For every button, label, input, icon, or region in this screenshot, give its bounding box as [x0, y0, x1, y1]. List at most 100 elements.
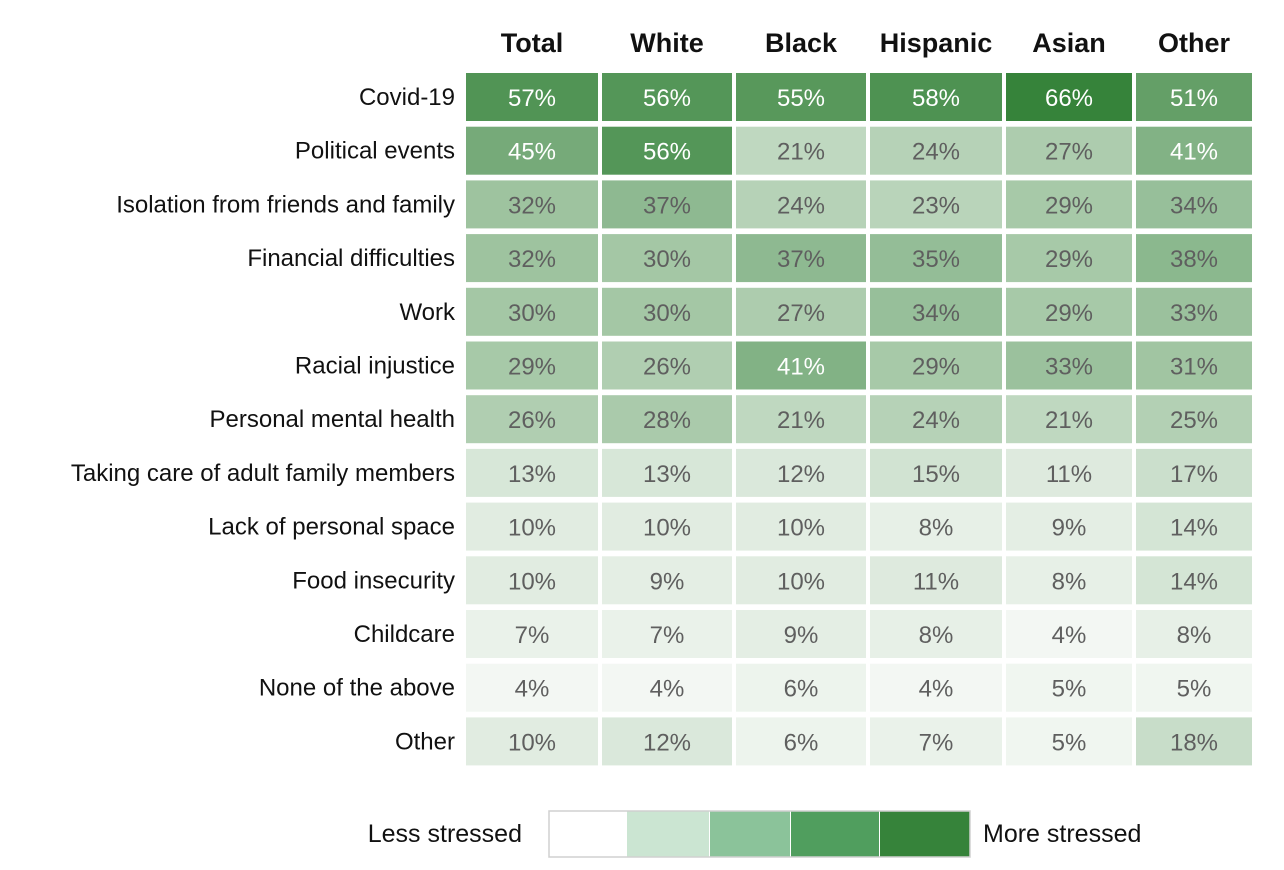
heatmap-cell: [602, 610, 732, 658]
row-label-childcare: Childcare: [354, 621, 455, 648]
heatmap-cell: [870, 556, 1002, 605]
heatmap-cell: [602, 448, 732, 497]
cell-value-label: 10%: [777, 515, 825, 542]
legend-swatch: [880, 811, 970, 857]
heatmap-cell: [736, 126, 866, 175]
heatmap-cell: [602, 341, 732, 390]
cell-value-label: 17%: [1170, 461, 1218, 488]
heatmap-cell: [1006, 556, 1132, 605]
column-header-white: White: [630, 28, 704, 58]
cell-value-label: 8%: [1052, 568, 1087, 595]
cell-value-label: 24%: [912, 139, 960, 166]
row-label-personal-mental-health: Personal mental health: [210, 406, 455, 433]
heatmap-cell: [1136, 287, 1252, 336]
legend-swatch: [791, 811, 879, 857]
heatmap-cell: [736, 502, 866, 551]
cell-value-label: 13%: [643, 461, 691, 488]
heatmap-cell: [870, 341, 1002, 390]
cell-value-label: 10%: [508, 515, 556, 542]
cell-value-label: 6%: [784, 729, 819, 756]
column-header-total: Total: [501, 28, 564, 58]
row-label-racial-injustice: Racial injustice: [295, 353, 455, 380]
heatmap-cell: [602, 234, 732, 283]
cell-value-label: 28%: [643, 407, 691, 434]
cell-value-label: 21%: [777, 407, 825, 434]
cell-value-label: 5%: [1052, 676, 1087, 703]
cell-value-label: 8%: [1177, 622, 1212, 649]
cell-value-label: 56%: [643, 85, 691, 112]
cell-value-label: 37%: [643, 192, 691, 219]
column-header-hispanic: Hispanic: [880, 28, 993, 58]
legend-high-label: More stressed: [983, 820, 1141, 848]
heatmap-cell: [1136, 556, 1252, 605]
heatmap-cell: [736, 448, 866, 497]
cell-value-label: 34%: [912, 300, 960, 327]
cell-value-label: 11%: [1046, 461, 1092, 488]
cell-value-label: 7%: [515, 622, 550, 649]
legend-border: [548, 810, 971, 858]
column-headers: Total White Black Hispanic Asian Other: [501, 28, 1231, 58]
cell-value-label: 30%: [643, 300, 691, 327]
cell-value-label: 37%: [777, 246, 825, 273]
heatmap-cell: [466, 73, 598, 121]
heatmap-cell: [602, 395, 732, 444]
row-label-lack-of-personal-space: Lack of personal space: [208, 514, 455, 541]
cell-value-label: 51%: [1170, 85, 1218, 112]
heatmap-cell: [736, 556, 866, 605]
heatmap-cell: [466, 556, 598, 605]
cell-value-label: 14%: [1170, 568, 1218, 595]
row-label-financial-difficulties: Financial difficulties: [247, 245, 455, 272]
row-label-political-events: Political events: [295, 138, 455, 165]
heatmap-cell: [1006, 341, 1132, 390]
legend-swatch: [549, 811, 626, 857]
row-label-other: Other: [395, 728, 455, 755]
cell-value-label: 10%: [508, 568, 556, 595]
cell-value-label: 25%: [1170, 407, 1218, 434]
heatmap-cell: [1006, 126, 1132, 175]
heatmap-cell: [466, 717, 598, 766]
cell-value-label: 32%: [508, 246, 556, 273]
cell-value-label: 56%: [643, 139, 691, 166]
cell-value-label: 57%: [508, 85, 556, 112]
heatmap-cell: [1006, 287, 1132, 336]
cell-value-label: 27%: [777, 300, 825, 327]
heatmap-cell: [1136, 73, 1252, 121]
row-label-none-of-the-above: None of the above: [259, 675, 455, 702]
heatmap-cell: [602, 502, 732, 551]
heatmap-cell: [870, 287, 1002, 336]
cell-value-label: 4%: [650, 676, 685, 703]
cell-value-label: 26%: [508, 407, 556, 434]
heatmap-cell: [466, 663, 598, 712]
cell-value-label: 66%: [1045, 85, 1093, 112]
heatmap-cell: [1136, 502, 1252, 551]
cell-value-label: 35%: [912, 246, 960, 273]
heatmap-cell: [736, 180, 866, 229]
cell-value-label: 14%: [1170, 515, 1218, 542]
heatmap-cell: [870, 180, 1002, 229]
row-labels: Covid-19 Political events Isolation from f…: [71, 84, 456, 755]
cell-value-label: 12%: [777, 461, 825, 488]
heatmap-cell: [466, 180, 598, 229]
heatmap-cell: [736, 663, 866, 712]
cell-value-label: 29%: [912, 354, 960, 381]
cell-value-label: 13%: [508, 461, 556, 488]
cell-value-label: 26%: [643, 354, 691, 381]
heatmap-cell: [466, 448, 598, 497]
column-header-other: Other: [1158, 28, 1231, 58]
heatmap-cell: [870, 448, 1002, 497]
heatmap-cell: [870, 502, 1002, 551]
cell-value-label: 4%: [1052, 622, 1087, 649]
heatmap-cell: [466, 287, 598, 336]
heatmap-cell: [736, 395, 866, 444]
cell-value-label: 31%: [1170, 354, 1218, 381]
heatmap-cell: [736, 610, 866, 658]
cell-value-label: 6%: [784, 676, 819, 703]
heatmap-cell: [1136, 126, 1252, 175]
heatmap-cell: [466, 234, 598, 283]
heatmap-cell: [1006, 610, 1132, 658]
cell-value-label: 15%: [912, 461, 960, 488]
heatmap-cell: [1136, 180, 1252, 229]
cell-value-label: 8%: [919, 515, 954, 542]
legend-swatches: [548, 810, 971, 858]
legend: Less stressed More stressed: [368, 810, 1141, 858]
